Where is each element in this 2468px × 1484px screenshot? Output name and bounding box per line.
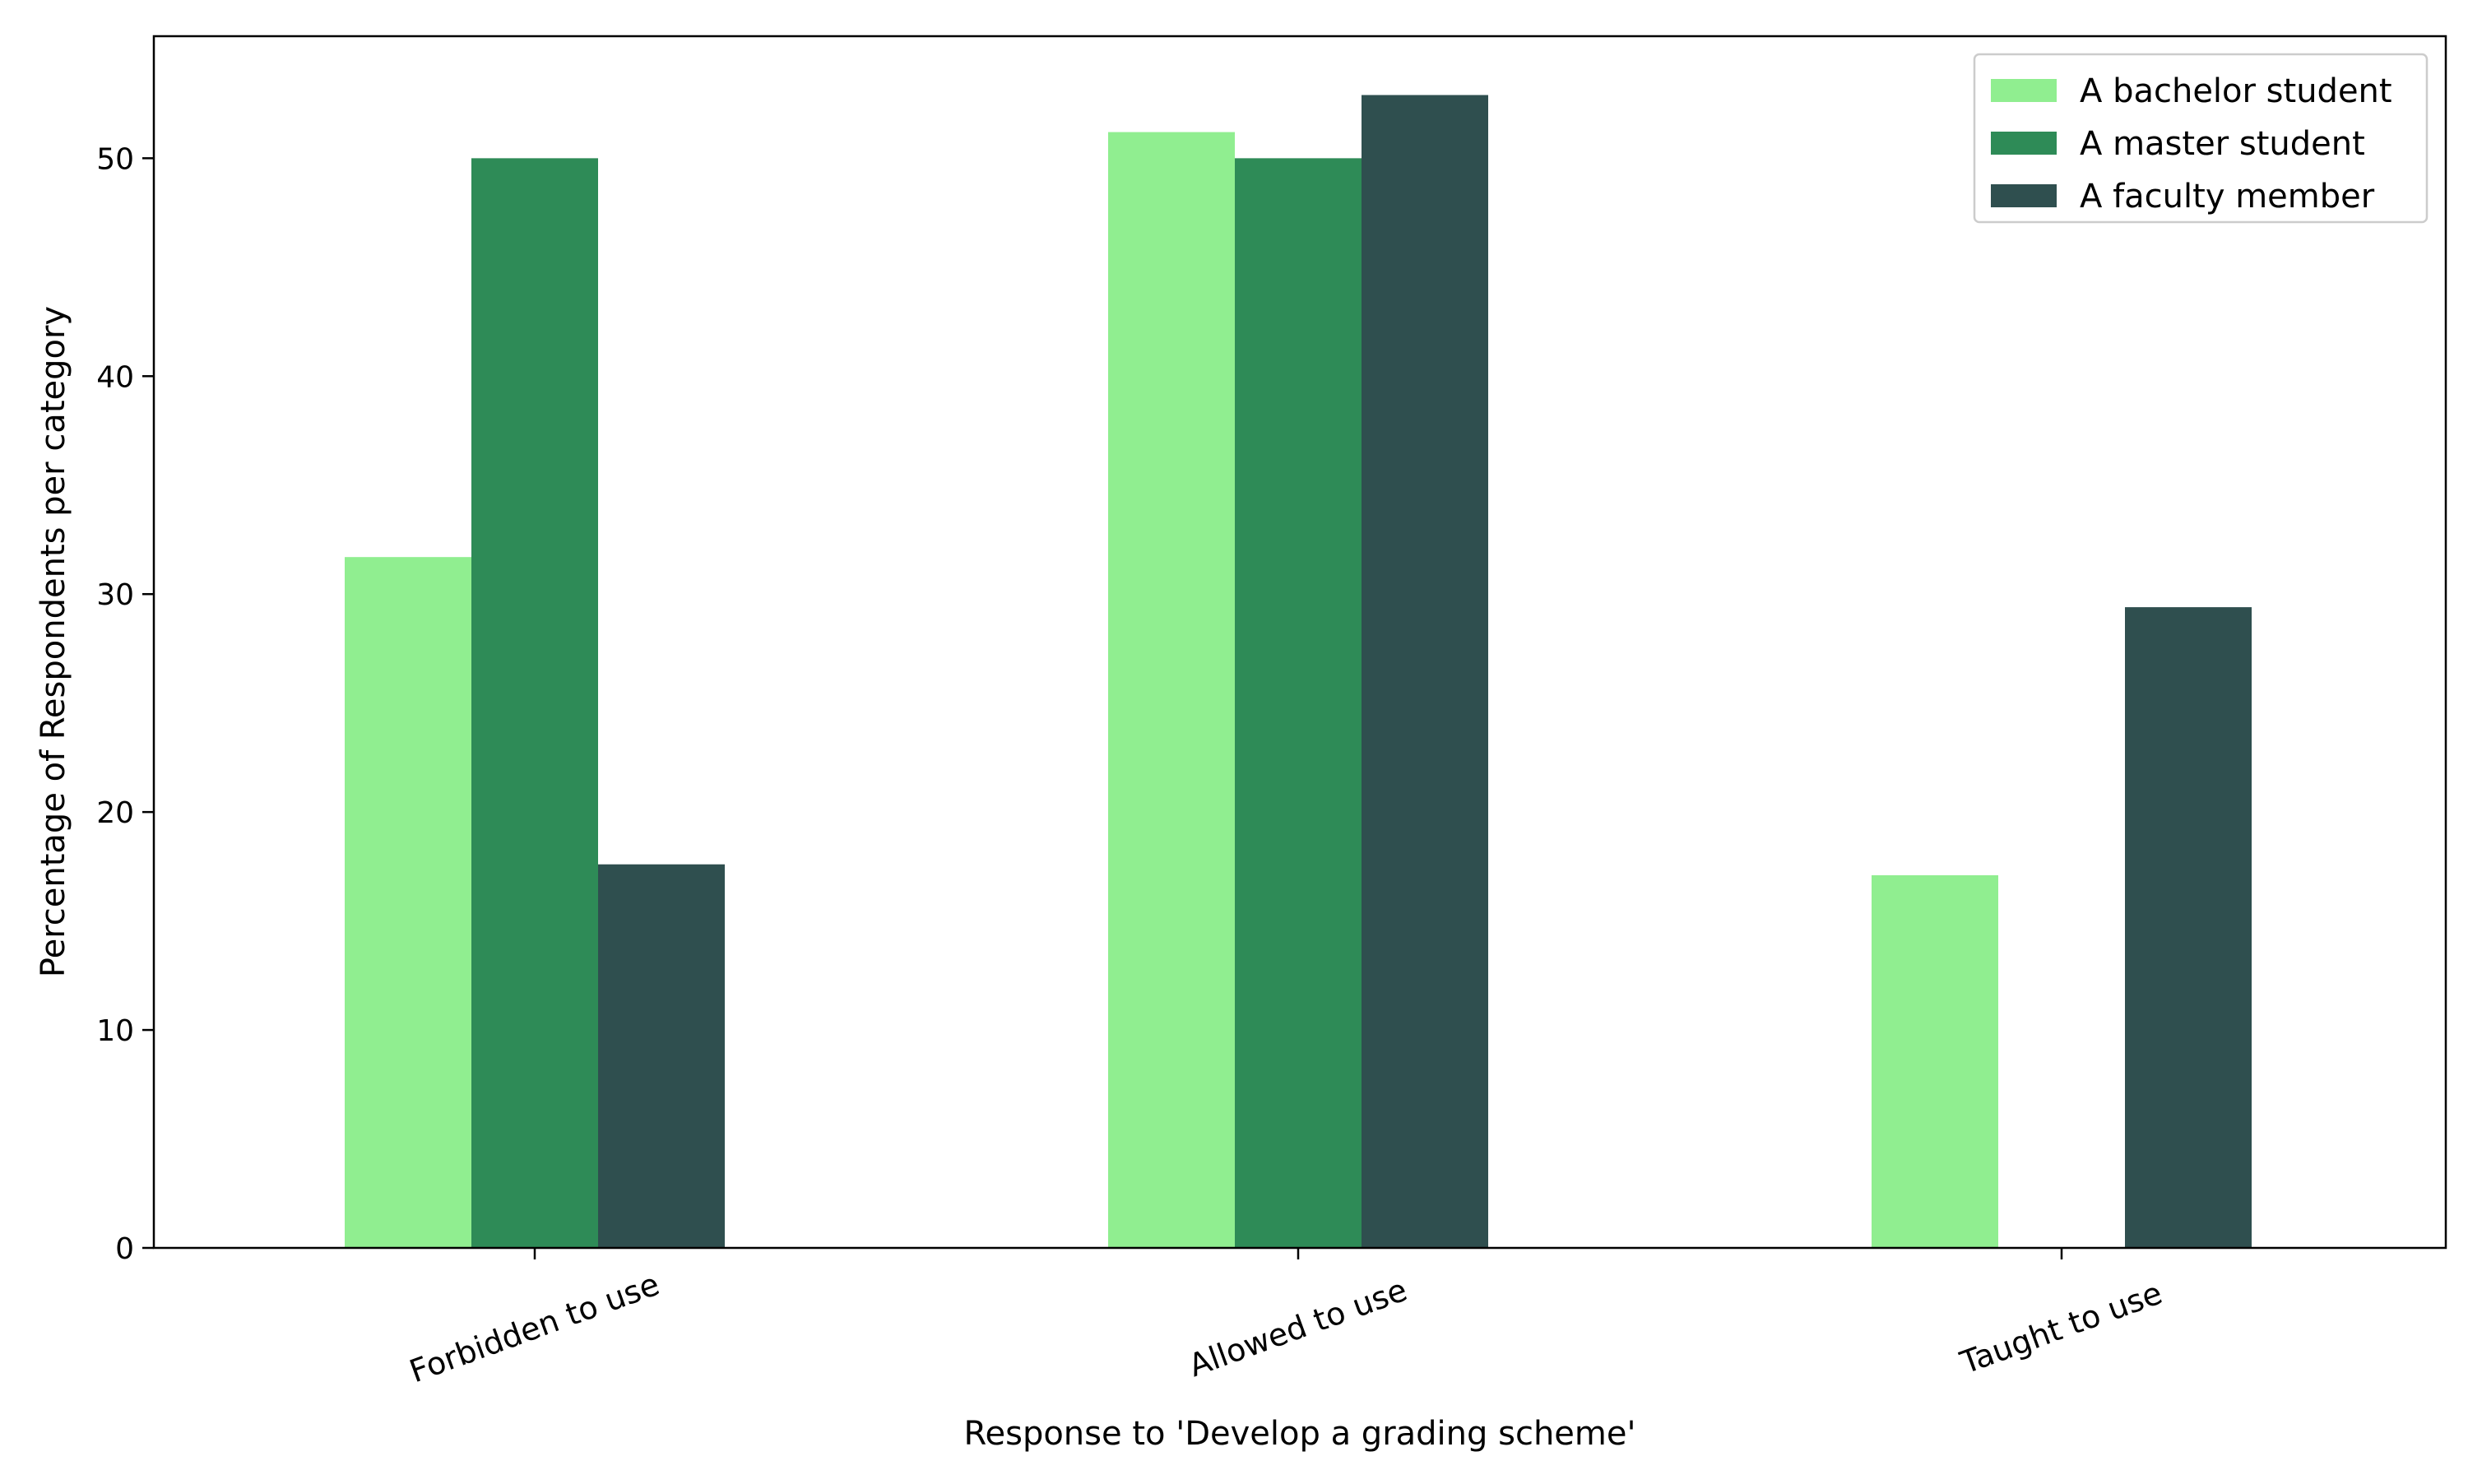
- y-axis-label: Percentage of Respondents per category: [35, 306, 72, 977]
- x-axis-label: Response to 'Develop a grading scheme': [964, 1415, 1636, 1453]
- bar: [1235, 158, 1362, 1249]
- legend-frame: [1973, 53, 2429, 224]
- y-tick-label: 10: [96, 1014, 134, 1048]
- legend: A bachelor student A master student A facu…: [1973, 53, 2429, 224]
- bar: [1362, 95, 1488, 1248]
- bar: [2125, 607, 2252, 1248]
- bar: [1108, 132, 1235, 1248]
- bar: [598, 864, 725, 1248]
- x-axis-ticks: Forbidden to use Allowed to use Taught to …: [405, 1248, 2167, 1389]
- y-tick-label: 40: [96, 360, 134, 394]
- legend-swatch: [1991, 79, 2057, 102]
- plot-frame: [152, 35, 2447, 1250]
- bar: [345, 557, 471, 1248]
- legend-swatch: [1991, 184, 2057, 207]
- y-tick-label: 20: [96, 796, 134, 830]
- bar: [1872, 874, 1998, 1248]
- legend-swatch: [1991, 132, 2057, 155]
- x-tick-label: Taught to use: [1955, 1274, 2166, 1381]
- legend-label: A bachelor student: [2080, 72, 2392, 110]
- bar: [471, 158, 598, 1249]
- legend-label: A master student: [2080, 125, 2365, 163]
- y-tick-label: 30: [96, 578, 134, 612]
- y-tick-label: 50: [96, 142, 134, 176]
- y-axis-ticks: 0 10 20 30 40 50: [96, 142, 154, 1266]
- legend-label: A faculty member: [2080, 178, 2375, 216]
- x-tick-label: Allowed to use: [1184, 1272, 1412, 1384]
- y-tick-label: 0: [115, 1232, 134, 1266]
- bars-layer: [345, 95, 2252, 1249]
- x-tick-label: Forbidden to use: [405, 1266, 664, 1390]
